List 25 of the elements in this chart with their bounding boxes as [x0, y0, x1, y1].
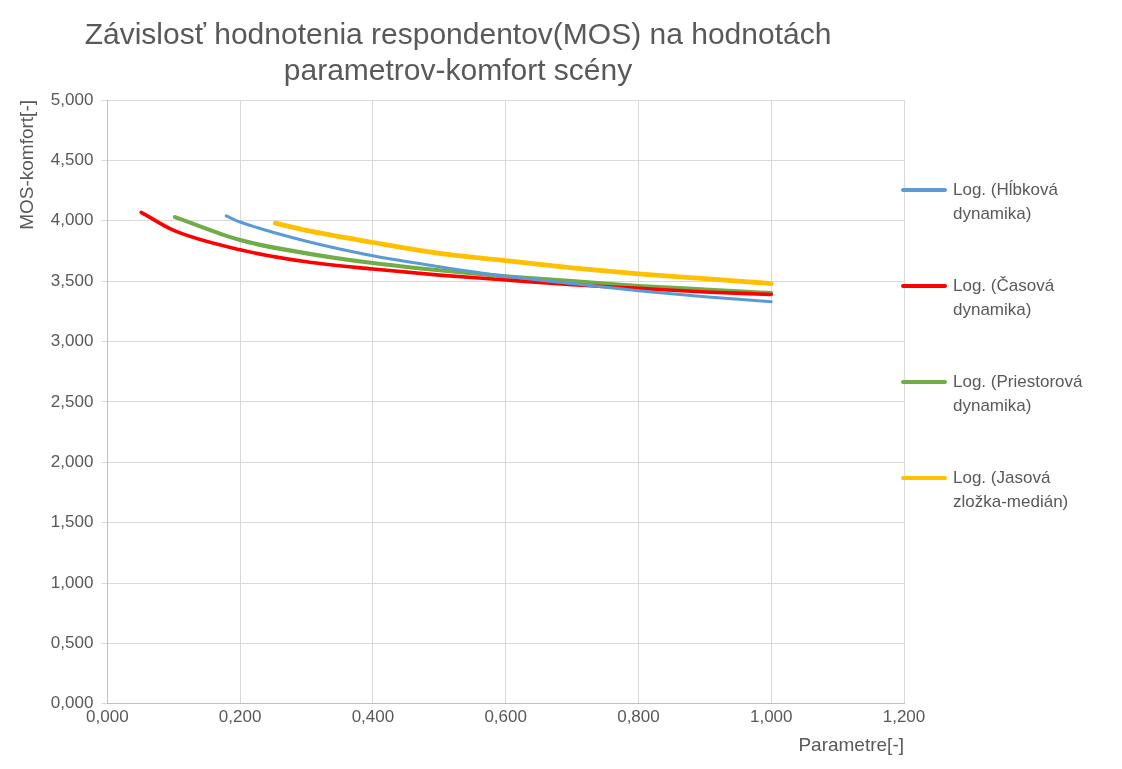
y-tick-label: 4,500 [50, 150, 94, 170]
y-tick-label: 1,000 [50, 572, 94, 592]
x-axis-title: Parametre[-] [798, 733, 904, 755]
legend-label: Log. (Časová dynamika) [953, 275, 1056, 321]
y-tick-label: 2,000 [50, 451, 94, 471]
x-tick-label: 1,200 [882, 706, 926, 726]
line-series [272, 220, 774, 286]
y-tick-label: 5,000 [50, 89, 94, 109]
y-tick-label: 3,500 [50, 270, 94, 290]
legend-label: Log. (Jasová zložka-medián) [953, 467, 1070, 513]
y-tick-label: 3,000 [50, 331, 94, 351]
legend-label: Log. (Priestorová dynamika) [953, 371, 1084, 417]
x-tick-label: 0,200 [218, 706, 262, 726]
line-series [224, 214, 773, 304]
y-axis-title: MOS-komfort[-] [15, 100, 37, 230]
legend-label: Log. (Hĺbková dynamika) [953, 179, 1059, 225]
x-tick-label: 1,000 [749, 706, 793, 726]
x-tick-label: 0,400 [351, 706, 395, 726]
y-tick-label: 2,500 [50, 391, 94, 411]
y-tick-label: 4,000 [50, 210, 94, 230]
chart-title: Závislosť hodnotenia respondentov(MOS) na hodnotách parametrov-komfort scény [84, 17, 832, 87]
y-tick-label: 0,500 [50, 633, 94, 653]
y-tick-label: 1,500 [50, 512, 94, 532]
x-tick-label: 0,600 [484, 706, 527, 726]
x-tick-label: 0,800 [617, 706, 660, 726]
